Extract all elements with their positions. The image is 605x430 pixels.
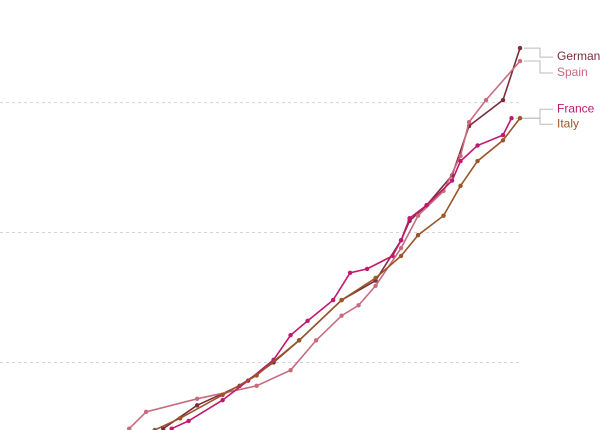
data-point — [517, 116, 523, 121]
data-point — [288, 332, 293, 338]
data-point — [373, 283, 378, 289]
series-line — [162, 47, 521, 430]
series-label: France — [557, 101, 595, 115]
data-point — [194, 403, 200, 408]
data-point — [169, 426, 174, 430]
data-point — [339, 297, 344, 303]
data-point — [407, 216, 412, 221]
data-point — [152, 427, 157, 430]
data-point — [466, 119, 472, 125]
data-point — [475, 143, 480, 148]
data-point — [424, 203, 429, 208]
data-point — [517, 45, 523, 51]
series-label: Italy — [557, 116, 579, 130]
data-point — [220, 397, 225, 403]
data-point — [398, 238, 404, 243]
data-point — [126, 426, 132, 430]
data-point — [373, 275, 378, 281]
series-line — [128, 60, 521, 430]
data-point — [415, 213, 421, 218]
data-point — [356, 303, 361, 308]
series-line — [154, 117, 521, 430]
data-point — [458, 153, 463, 159]
data-point — [390, 253, 395, 259]
data-point — [254, 383, 259, 389]
data-point — [313, 338, 319, 343]
data-point — [509, 116, 514, 121]
data-point — [305, 318, 310, 324]
series-label: Spain — [557, 65, 588, 79]
data-point — [347, 270, 353, 276]
data-point — [220, 392, 225, 398]
data-point — [500, 138, 506, 143]
data-point — [458, 183, 463, 188]
data-point — [194, 396, 200, 402]
data-point — [500, 132, 506, 138]
data-point — [364, 266, 370, 272]
data-point — [415, 232, 421, 238]
data-point — [177, 416, 183, 421]
data-point — [398, 245, 404, 251]
data-point — [186, 418, 191, 424]
data-point — [143, 409, 149, 415]
data-point — [296, 338, 302, 343]
data-point — [339, 313, 344, 318]
label-connector — [524, 117, 553, 125]
data-point — [254, 373, 259, 378]
label-connector — [524, 60, 553, 74]
data-point — [288, 368, 293, 373]
data-point — [441, 213, 446, 218]
data-point — [483, 97, 489, 103]
label-connector — [524, 47, 553, 58]
data-point — [398, 253, 404, 259]
data-point — [500, 97, 506, 103]
data-point — [475, 158, 480, 164]
data-point — [458, 158, 463, 164]
data-point — [517, 58, 523, 64]
series-label: German — [557, 49, 600, 63]
series-line — [171, 117, 513, 430]
data-point — [449, 178, 455, 183]
data-point — [330, 297, 336, 303]
